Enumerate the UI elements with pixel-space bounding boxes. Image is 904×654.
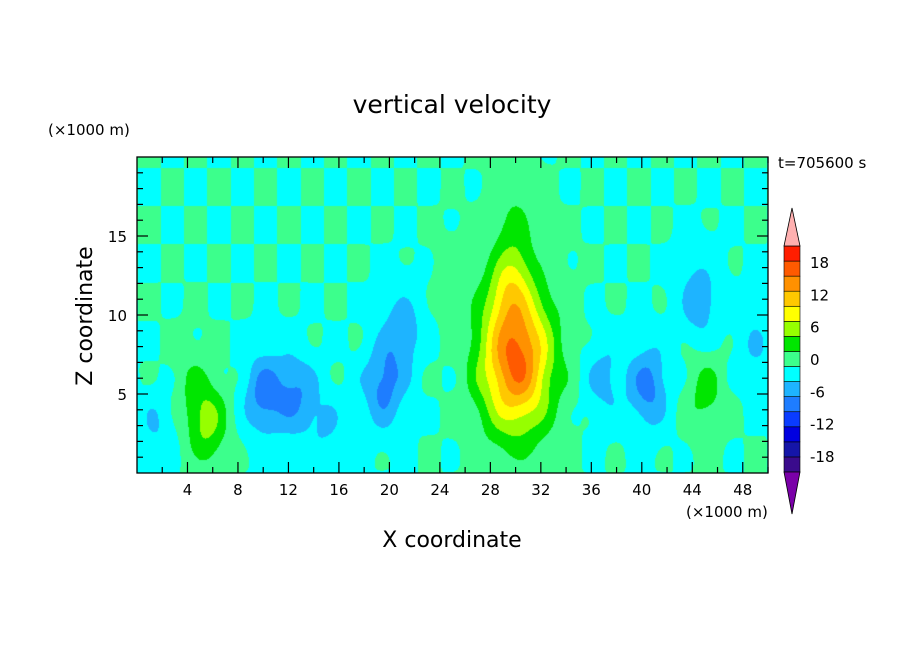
colorbar-swatch bbox=[783, 321, 801, 337]
x-tick-label: 40 bbox=[632, 481, 651, 499]
colorbar-swatch bbox=[783, 426, 801, 443]
chart-title: vertical velocity bbox=[353, 90, 552, 119]
colorbar-label: -12 bbox=[810, 416, 835, 434]
colorbar-label: -6 bbox=[810, 383, 825, 401]
colorbar-swatch bbox=[783, 275, 801, 292]
x-axis-unit: (×1000 m) bbox=[686, 503, 768, 521]
y-tick-label: 5 bbox=[117, 386, 127, 404]
colorbar-swatch bbox=[783, 381, 801, 397]
colorbar: 18 12 6 0 -6 -12 -18 bbox=[783, 207, 835, 515]
colorbar-swatch bbox=[783, 456, 801, 473]
colorbar-swatch bbox=[783, 396, 801, 413]
colorbar-over-triangle bbox=[783, 207, 801, 247]
y-tick-label: 10 bbox=[108, 307, 127, 325]
x-tick-label: 20 bbox=[380, 481, 399, 499]
colorbar-label: 18 bbox=[810, 254, 829, 272]
x-tick-label: 32 bbox=[531, 481, 550, 499]
colorbar-swatch bbox=[783, 245, 801, 262]
colorbar-swatch bbox=[783, 366, 801, 382]
y-tick-label: 15 bbox=[108, 228, 127, 246]
time-label: t=705600 s bbox=[778, 154, 866, 172]
x-tick-label: 28 bbox=[481, 481, 500, 499]
contour-field-image bbox=[137, 157, 768, 473]
colorbar-swatch bbox=[783, 305, 801, 322]
colorbar-under-triangle bbox=[783, 471, 801, 515]
x-tick-label: 48 bbox=[733, 481, 752, 499]
colorbar-label: 6 bbox=[810, 319, 820, 337]
colorbar-label: -18 bbox=[810, 448, 835, 466]
colorbar-label: 12 bbox=[810, 286, 829, 304]
x-tick-label: 4 bbox=[183, 481, 193, 499]
x-tick-label: 12 bbox=[279, 481, 298, 499]
contour-field bbox=[137, 157, 768, 473]
x-tick-label: 24 bbox=[430, 481, 449, 499]
x-axis-label: X coordinate bbox=[382, 528, 521, 553]
y-axis-unit: (×1000 m) bbox=[48, 121, 130, 139]
x-tick-label: 44 bbox=[683, 481, 702, 499]
colorbar-swatch bbox=[783, 336, 801, 352]
x-tick-label: 8 bbox=[233, 481, 243, 499]
x-axis-ticks: 4 8 12 16 20 24 28 32 36 40 44 48 bbox=[161, 157, 769, 499]
colorbar-swatch bbox=[783, 290, 801, 307]
colorbar-swatch bbox=[783, 411, 801, 428]
y-axis-label: Z coordinate bbox=[73, 246, 98, 385]
colorbar-swatch bbox=[783, 260, 801, 277]
y-axis-ticks: 5 10 15 bbox=[108, 172, 768, 458]
colorbar-swatch bbox=[783, 441, 801, 458]
colorbar-swatch bbox=[783, 351, 801, 367]
x-tick-label: 16 bbox=[329, 481, 348, 499]
x-tick-label: 36 bbox=[582, 481, 601, 499]
colorbar-label: 0 bbox=[810, 351, 820, 369]
